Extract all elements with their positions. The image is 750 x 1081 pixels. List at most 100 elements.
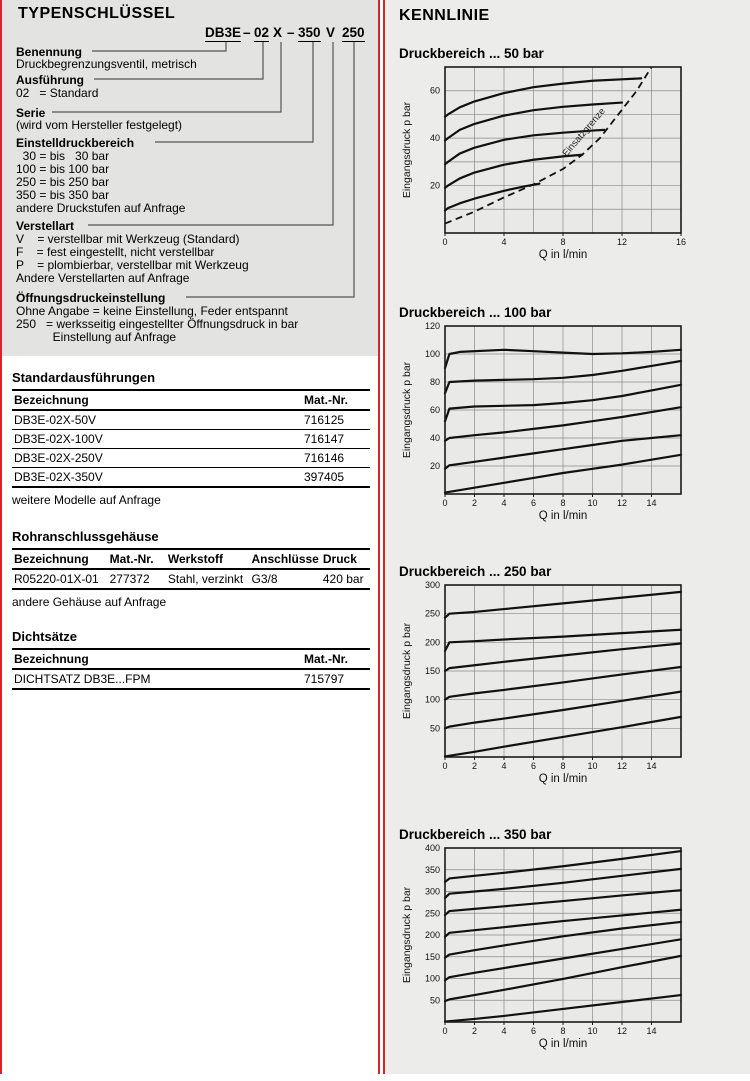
type-key-column: TYPENSCHLÜSSEL DB3E – 02 X – 350 V 250 B… — [0, 0, 380, 1074]
cell-matnr: 716146 — [302, 448, 370, 468]
cell-bezeichnung: DB3E-02X-350V — [14, 470, 103, 484]
svg-text:200: 200 — [425, 637, 440, 647]
svg-text:60: 60 — [430, 405, 440, 415]
svg-text:150: 150 — [425, 952, 440, 962]
svg-text:250: 250 — [425, 609, 440, 619]
col-anschluesse: Anschlüsse — [249, 549, 321, 570]
svg-text:120: 120 — [425, 322, 440, 331]
label-verstellart: Verstellart — [16, 219, 79, 233]
ordering-code: DB3E – 02 X – 350 V 250 — [2, 25, 378, 43]
svg-text:0: 0 — [442, 1026, 447, 1036]
table-row: DICHTSATZ DB3E...FPM 715797 — [12, 669, 370, 689]
svg-text:40: 40 — [430, 133, 440, 143]
text-verstellart-f: F = fest eingestellt, nicht verstellbar — [16, 245, 215, 259]
chart-title-50bar: Druckbereich ... 50 bar — [399, 46, 544, 61]
svg-text:250: 250 — [425, 908, 440, 918]
svg-text:100: 100 — [425, 349, 440, 359]
chart-title-350bar: Druckbereich ... 350 bar — [399, 827, 552, 842]
chart-title-100bar: Druckbereich ... 100 bar — [399, 305, 552, 320]
page-title-typenschluessel: TYPENSCHLÜSSEL — [18, 5, 176, 22]
col-bezeichnung: Bezeichnung — [12, 390, 302, 411]
label-ausfuehrung: Ausführung — [16, 73, 88, 87]
table-standardausfuehrungen: Bezeichnung Mat.-Nr. DB3E-02X-50V 716125… — [12, 389, 370, 488]
code-dash-2: – — [287, 25, 295, 40]
svg-text:14: 14 — [646, 498, 656, 508]
cell-matnr: 277372 — [109, 572, 150, 586]
cell-matnr: 716147 — [302, 429, 370, 449]
svg-text:Eingangsdruck p bar: Eingangsdruck p bar — [401, 886, 413, 983]
code-part-x: X — [273, 25, 283, 40]
text-druckstufe-30: 30 = bis 30 bar — [16, 149, 110, 163]
label-serie: Serie — [16, 106, 50, 120]
svg-text:14: 14 — [646, 1026, 656, 1036]
svg-text:2: 2 — [472, 498, 477, 508]
svg-text:150: 150 — [425, 666, 440, 676]
svg-text:2: 2 — [472, 761, 477, 771]
cell-matnr: 716125 — [302, 410, 370, 430]
svg-text:6: 6 — [531, 498, 536, 508]
cell-werkstoff: Stahl, verzinkt — [167, 572, 244, 586]
cell-druck: 420 bar — [322, 572, 364, 586]
cell-bezeichnung: DB3E-02X-250V — [12, 448, 302, 468]
text-oeffnung-250: 250 = werksseitig eingestellter Öffnungs… — [16, 317, 299, 331]
cell-matnr: 397405 — [304, 470, 345, 484]
svg-text:4: 4 — [501, 498, 506, 508]
col-bezeichnung: Bezeichnung — [12, 649, 302, 670]
heading-standardausfuehrungen: Standardausführungen — [12, 370, 156, 385]
svg-text:Eingangsdruck p bar: Eingangsdruck p bar — [401, 361, 413, 458]
svg-text:20: 20 — [430, 461, 440, 471]
table-row: DB3E-02X-100V 716147 — [12, 429, 370, 449]
chart-druckbereich-350bar: 50 100 150 200 250 300 350 400 0 2 4 6 8 10 12 14 Q in l… — [399, 844, 750, 1052]
label-oeffnungsdruckeinstellung: Öffnungsdruckeinstellung — [16, 291, 170, 305]
text-druckstufe-350: 350 = bis 350 bar — [16, 188, 110, 202]
svg-text:40: 40 — [430, 433, 440, 443]
table-rohranschlussgehaeuse: Bezeichnung Mat.-Nr. Werkstoff Anschlüss… — [12, 548, 370, 590]
text-oeffnung-ohne: Ohne Angabe = keine Einstellung, Feder e… — [16, 304, 288, 318]
svg-text:Q in l/min: Q in l/min — [539, 249, 588, 261]
svg-text:50: 50 — [430, 723, 440, 733]
table-row: R05220-01X-01 277372 Stahl, verzinkt G3/… — [12, 569, 370, 589]
text-verstellart-v: V = verstellbar mit Werkzeug (Standard) — [16, 232, 240, 246]
text-ausfuehrung: 02 = Standard — [16, 86, 99, 100]
cell-anschluesse: G3/8 — [251, 572, 278, 586]
text-druckstufe-100: 100 = bis 100 bar — [16, 162, 110, 176]
table-row: DB3E-02X-350V 397405 — [12, 468, 370, 488]
chart-druckbereich-100bar: 20 40 60 80 100 120 0 2 4 6 8 10 12 14 Q in l/min Einga… — [399, 322, 750, 524]
svg-text:300: 300 — [425, 581, 440, 590]
col-werkstoff: Werkstoff — [165, 549, 250, 570]
svg-text:Eingangsdruck p bar: Eingangsdruck p bar — [401, 101, 413, 198]
svg-text:4: 4 — [501, 1026, 506, 1036]
svg-text:2: 2 — [472, 1026, 477, 1036]
svg-text:Q in l/min: Q in l/min — [539, 1038, 588, 1050]
svg-text:0: 0 — [442, 237, 447, 247]
code-part-db3e: DB3E — [205, 25, 242, 42]
svg-text:8: 8 — [560, 237, 565, 247]
svg-text:6: 6 — [531, 761, 536, 771]
text-oeffnung-anfrage: Einstellung auf Anfrage — [16, 330, 177, 344]
note-andere-gehaeuse: andere Gehäuse auf Anfrage — [12, 595, 167, 609]
code-dash-1: – — [243, 25, 251, 40]
text-serie: (wird vom Hersteller festgelegt) — [16, 118, 183, 132]
svg-text:Q in l/min: Q in l/min — [539, 773, 588, 785]
svg-text:14: 14 — [646, 761, 656, 771]
svg-text:80: 80 — [430, 377, 440, 387]
cell-bezeichnung: DB3E-02X-100V — [12, 429, 302, 449]
table-dichtsaetze: Bezeichnung Mat.-Nr. DICHTSATZ DB3E...FP… — [12, 648, 370, 690]
svg-text:100: 100 — [425, 974, 440, 984]
note-weitere-modelle: weitere Modelle auf Anfrage — [12, 493, 161, 507]
text-verstellart-p: P = plombierbar, verstellbar mit Werkzeu… — [16, 258, 249, 272]
kennlinie-column: KENNLINIE Druckbereich ... 50 bar Einsat… — [383, 0, 750, 1074]
code-part-350: 350 — [298, 25, 321, 42]
page-title-kennlinie: KENNLINIE — [399, 7, 490, 24]
text-benennung: Druckbegrenzungsventil, metrisch — [16, 57, 197, 71]
heading-rohranschlussgehaeuse: Rohranschlussgehäuse — [12, 529, 159, 544]
svg-text:10: 10 — [587, 761, 597, 771]
cell-bezeichnung: R05220-01X-01 — [14, 572, 99, 586]
type-key-box: TYPENSCHLÜSSEL DB3E – 02 X – 350 V 250 B… — [2, 0, 378, 356]
chart-druckbereich-250bar: 50 100 150 200 250 300 0 2 4 6 8 10 12 14 Q in l/min Ei… — [399, 581, 750, 787]
svg-text:8: 8 — [560, 1026, 565, 1036]
svg-text:12: 12 — [617, 761, 627, 771]
svg-text:6: 6 — [531, 1026, 536, 1036]
svg-text:Eingangsdruck p bar: Eingangsdruck p bar — [401, 622, 413, 719]
svg-text:0: 0 — [442, 761, 447, 771]
